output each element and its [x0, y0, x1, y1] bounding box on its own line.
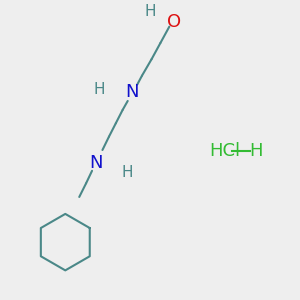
Text: H: H: [122, 165, 134, 180]
Text: H: H: [249, 142, 262, 160]
Text: O: O: [167, 13, 181, 31]
Text: H: H: [94, 82, 105, 97]
Text: N: N: [90, 154, 103, 172]
Text: N: N: [125, 83, 139, 101]
Text: HCl: HCl: [209, 142, 241, 160]
Text: H: H: [144, 4, 156, 19]
